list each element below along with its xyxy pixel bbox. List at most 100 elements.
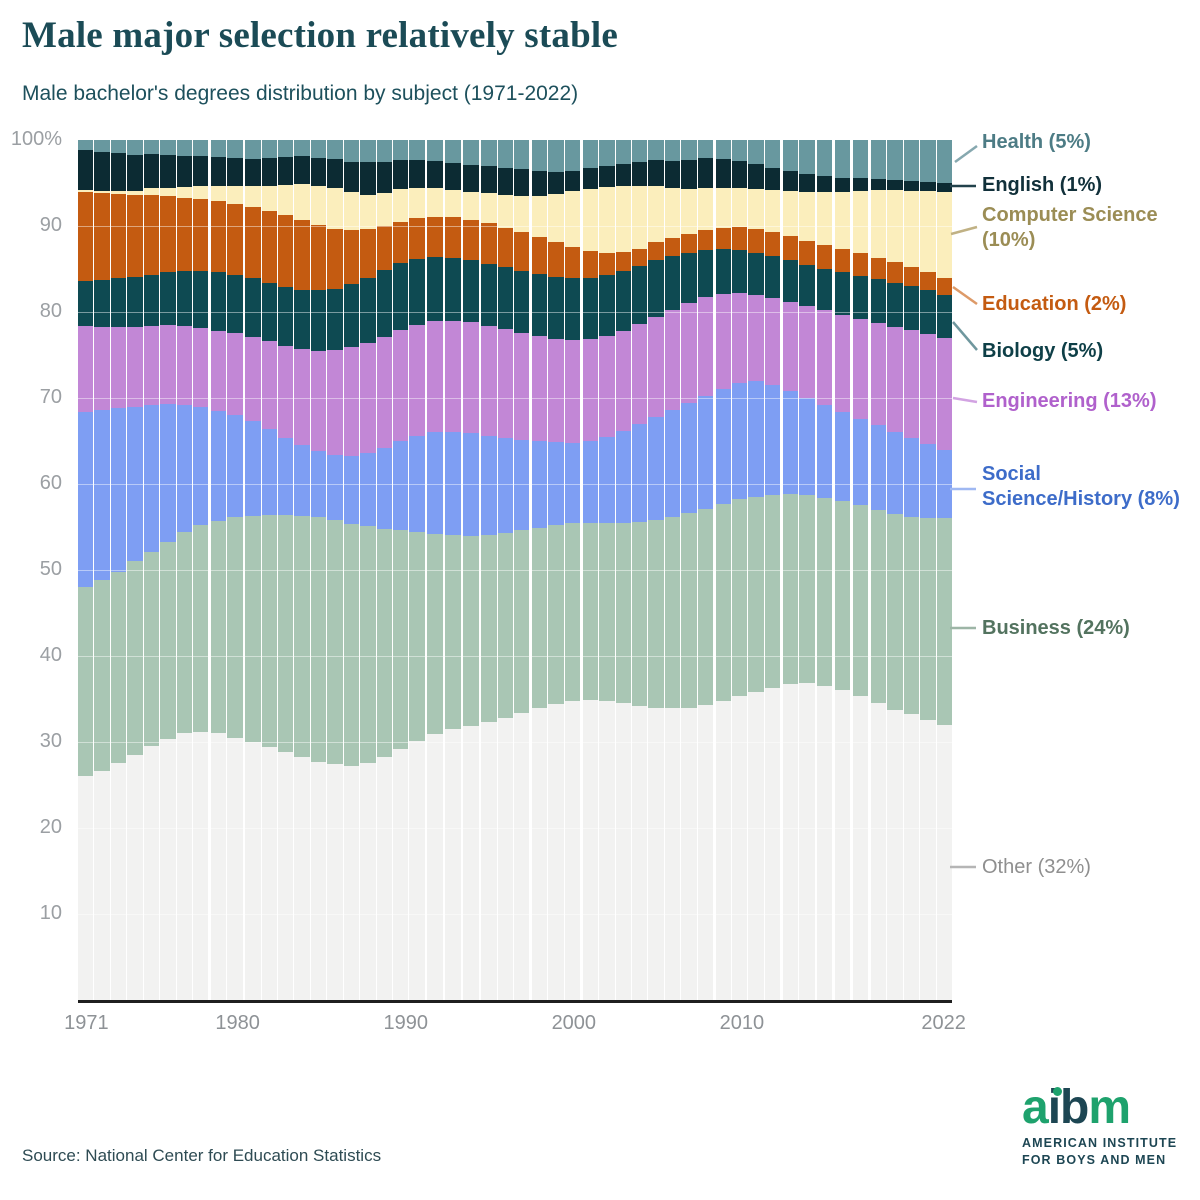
segment-biology-1982 bbox=[261, 282, 278, 342]
segment-engineering-1986 bbox=[327, 349, 343, 455]
bar-1976 bbox=[160, 140, 176, 1000]
segment-engineering-2002 bbox=[599, 336, 615, 437]
logo-tagline-line1: AMERICAN INSTITUTE bbox=[1022, 1136, 1178, 1150]
segment-business-1994 bbox=[463, 535, 479, 726]
segment-business-1980 bbox=[227, 517, 243, 738]
segment-business-2003 bbox=[615, 522, 631, 704]
segment-social-science-history-1982 bbox=[261, 428, 278, 515]
segment-computer-science-2017 bbox=[852, 190, 869, 254]
segment-engineering-2006 bbox=[664, 310, 681, 410]
segment-english-2002 bbox=[599, 165, 615, 188]
segment-engineering-2003 bbox=[615, 330, 631, 431]
segment-education-1994 bbox=[463, 219, 479, 261]
segment-other-1987 bbox=[343, 766, 360, 1000]
segment-computer-science-1998 bbox=[531, 195, 548, 238]
segment-other-1976 bbox=[160, 738, 176, 1000]
segment-health-2012 bbox=[764, 140, 781, 168]
segment-biology-1998 bbox=[531, 274, 548, 337]
segment-engineering-1989 bbox=[376, 336, 393, 448]
segment-other-1993 bbox=[445, 729, 461, 1000]
bar-1999 bbox=[548, 140, 564, 1000]
segment-english-2008 bbox=[697, 158, 714, 189]
segment-english-1989 bbox=[376, 161, 393, 194]
segment-computer-science-1971 bbox=[78, 189, 94, 193]
segment-english-2015 bbox=[817, 176, 833, 192]
segment-other-1995 bbox=[481, 722, 497, 1000]
segment-education-2001 bbox=[582, 250, 599, 278]
segment-other-2013 bbox=[782, 684, 799, 1000]
segment-biology-1999 bbox=[548, 276, 564, 339]
segment-social-science-history-2000 bbox=[564, 442, 581, 524]
bar-1974 bbox=[127, 140, 143, 1000]
segment-health-1981 bbox=[245, 140, 261, 159]
segment-computer-science-2008 bbox=[697, 188, 714, 231]
segment-business-2017 bbox=[852, 505, 869, 697]
segment-business-1997 bbox=[513, 530, 530, 713]
bar-2006 bbox=[664, 140, 681, 1000]
segment-computer-science-1977 bbox=[176, 187, 192, 198]
segment-social-science-history-1987 bbox=[343, 455, 360, 524]
segment-other-2003 bbox=[615, 703, 631, 1000]
segment-computer-science-1992 bbox=[427, 188, 443, 217]
leader-line-computer-science bbox=[950, 225, 978, 236]
segment-computer-science-2021 bbox=[920, 190, 936, 273]
segment-other-2021 bbox=[920, 719, 936, 1000]
segment-social-science-history-1994 bbox=[463, 433, 479, 536]
x-tick-2010: 2010 bbox=[719, 1012, 765, 1034]
segment-education-2018 bbox=[870, 257, 887, 280]
bar-1992 bbox=[427, 140, 443, 1000]
segment-social-science-history-1996 bbox=[497, 438, 513, 533]
segment-health-2010 bbox=[731, 140, 748, 161]
segment-business-1993 bbox=[445, 534, 461, 730]
segment-education-2009 bbox=[715, 227, 731, 250]
segment-health-2022 bbox=[936, 140, 952, 183]
segment-social-science-history-1981 bbox=[245, 421, 261, 516]
segment-health-1984 bbox=[294, 140, 310, 157]
segment-business-1991 bbox=[409, 532, 425, 742]
segment-business-1975 bbox=[143, 551, 160, 747]
bar-1993 bbox=[445, 140, 461, 1000]
segment-other-1974 bbox=[127, 754, 143, 1000]
segment-business-2004 bbox=[631, 521, 648, 706]
segment-english-1982 bbox=[261, 158, 278, 186]
bar-1980 bbox=[227, 140, 243, 1000]
segment-engineering-1994 bbox=[463, 322, 479, 434]
segment-other-1975 bbox=[143, 746, 160, 1000]
segment-english-2003 bbox=[615, 164, 631, 187]
segment-social-science-history-2022 bbox=[936, 449, 952, 519]
segment-engineering-2012 bbox=[764, 298, 781, 386]
segment-health-1983 bbox=[278, 140, 294, 158]
segment-health-1985 bbox=[310, 140, 327, 159]
segment-business-2018 bbox=[870, 509, 887, 704]
segment-business-1998 bbox=[531, 527, 548, 709]
segment-english-1971 bbox=[78, 150, 94, 190]
segment-computer-science-2002 bbox=[599, 187, 615, 253]
segment-engineering-1997 bbox=[513, 332, 530, 441]
segment-engineering-2020 bbox=[903, 330, 920, 438]
segment-business-2011 bbox=[748, 496, 764, 693]
segment-other-1997 bbox=[513, 712, 530, 1000]
segment-business-1974 bbox=[127, 561, 143, 755]
bar-2005 bbox=[648, 140, 664, 1000]
segment-biology-1976 bbox=[160, 272, 176, 325]
segment-computer-science-1988 bbox=[360, 195, 376, 230]
bar-1971 bbox=[78, 140, 94, 1000]
segment-biology-2000 bbox=[564, 278, 581, 341]
segment-english-1988 bbox=[360, 162, 376, 196]
segment-other-2010 bbox=[731, 696, 748, 1000]
segment-computer-science-1978 bbox=[192, 185, 209, 200]
y-axis-labels: 100% 90 80 70 60 50 40 30 20 10 bbox=[0, 128, 70, 1000]
bars-container bbox=[78, 140, 952, 1000]
aibm-logo: aibm AMERICAN INSTITUTE FOR BOYS AND MEN bbox=[1022, 1084, 1177, 1169]
segment-education-2022 bbox=[936, 277, 952, 295]
segment-biology-2009 bbox=[715, 249, 731, 294]
segment-engineering-1993 bbox=[445, 320, 461, 432]
segment-biology-2003 bbox=[615, 270, 631, 331]
segment-computer-science-2001 bbox=[582, 189, 599, 251]
segment-business-1987 bbox=[343, 523, 360, 767]
segment-english-1976 bbox=[160, 155, 176, 189]
segment-social-science-history-1978 bbox=[192, 407, 209, 526]
segment-biology-1989 bbox=[376, 269, 393, 337]
segment-computer-science-2007 bbox=[681, 189, 697, 234]
x-axis-line bbox=[78, 1000, 952, 1003]
